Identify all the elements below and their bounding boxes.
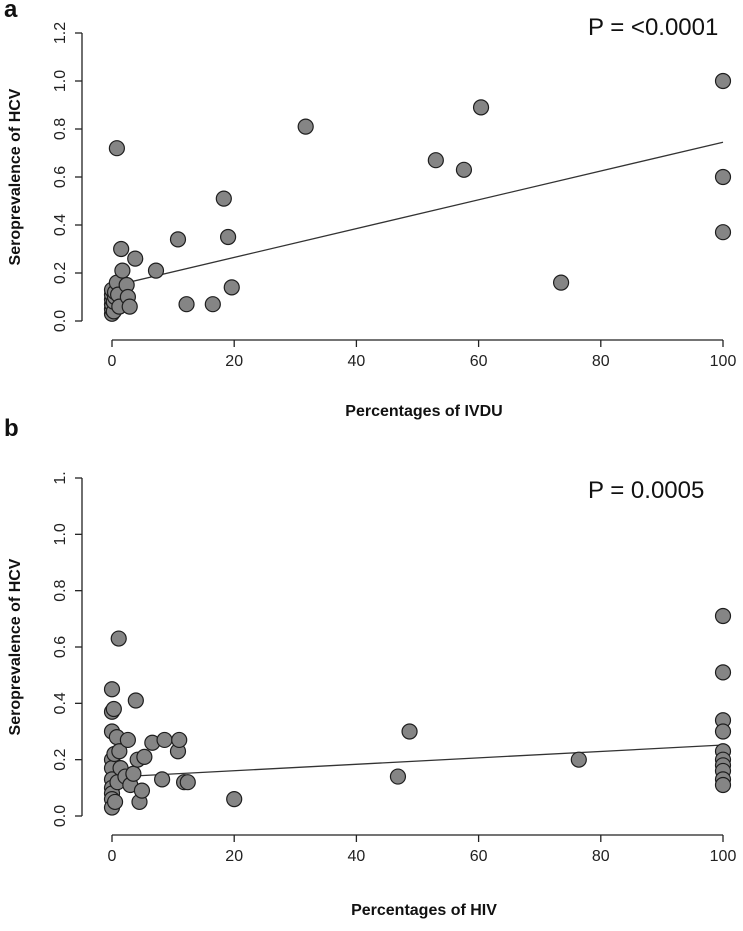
y-tick-label: 0.6 [52, 166, 69, 188]
x-axis-title: Percentages of IVDU [345, 403, 502, 420]
data-point [714, 168, 732, 186]
data-point [297, 118, 314, 135]
data-point [114, 262, 131, 279]
data-point [121, 298, 138, 315]
y-tick-label: 0.0 [52, 805, 69, 827]
data-point [714, 72, 732, 90]
panel-a: a P = <0.0001 0 20 40 60 80 100 0.0 0.2 0.4 0.6 0.… [0, 0, 743, 450]
data-point [169, 231, 187, 248]
data-point [219, 228, 237, 246]
data-point [714, 224, 732, 241]
y-tick-label: 1.0 [52, 523, 69, 545]
y-tick-label: 0.2 [52, 262, 69, 284]
x-tick-label: 40 [348, 848, 366, 865]
y-axis-title: Seroprevalence of HCV [7, 558, 24, 735]
data-point [215, 190, 232, 207]
data-point [133, 782, 151, 799]
x-tick-label: 80 [592, 848, 610, 865]
data-point [147, 262, 165, 279]
x-tick-label: 0 [108, 848, 117, 865]
data-point [204, 296, 221, 313]
panel-label-b: b [4, 415, 19, 442]
x-tick-label: 100 [710, 353, 737, 370]
data-point [570, 751, 587, 768]
data-point [113, 240, 130, 258]
data-point [103, 681, 121, 698]
y-tick-label: 0.8 [52, 579, 69, 601]
data-point [125, 765, 142, 782]
data-point [171, 731, 188, 749]
data-point [154, 771, 171, 788]
data-point [136, 748, 153, 765]
x-tick-label: 0 [108, 353, 117, 370]
data-point [427, 152, 444, 169]
x-tick-label: 40 [348, 353, 366, 370]
data-point [111, 743, 128, 760]
data-point [127, 250, 144, 267]
panel-label-a: a [4, 0, 18, 23]
y-tick-label: 1. [52, 471, 69, 484]
x-tick-label: 60 [470, 353, 488, 370]
x-tick-label: 80 [592, 353, 610, 370]
data-point [472, 99, 490, 116]
data-point [179, 774, 196, 791]
regression-line [111, 744, 724, 778]
x-axis-title: Percentages of HIV [351, 902, 497, 919]
y-tick-label: 0.8 [52, 118, 69, 140]
data-point [119, 731, 136, 749]
y-tick-label: 0.0 [52, 310, 69, 332]
x-tick-label: 20 [225, 353, 243, 370]
y-tick-label: 0.4 [52, 692, 69, 714]
x-tick-label: 60 [470, 848, 488, 865]
y-axis-title: Seroprevalence of HCV [7, 88, 24, 265]
data-point [108, 140, 125, 157]
data-point [455, 161, 473, 178]
scatter-plot-a: 0 20 40 60 80 100 0.0 0.2 0.4 0.6 0.8 1.0 1.2 Percent… [7, 22, 737, 420]
data-point [714, 723, 732, 740]
data-point [552, 274, 570, 291]
data-point [105, 700, 122, 718]
x-tick-label: 20 [225, 848, 243, 865]
data-point [714, 664, 732, 681]
y-tick-label: 0.4 [52, 214, 69, 236]
x-tick-label: 100 [710, 848, 737, 865]
p-value-a: P = <0.0001 [588, 14, 719, 41]
y-tick-label: 1.0 [52, 70, 69, 92]
y-tick-label: 1.2 [52, 22, 69, 44]
data-point [127, 692, 144, 709]
data-point [106, 793, 124, 811]
data-point [389, 768, 407, 785]
data-point [714, 776, 732, 794]
data-point [226, 791, 243, 808]
y-tick-label: 0.6 [52, 636, 69, 658]
scatter-plot-b: 0 20 40 60 80 100 0.0 0.2 0.4 0.6 0.8 1.0 1. Percenta… [7, 471, 737, 919]
data-point [401, 723, 418, 740]
data-point [178, 296, 195, 313]
p-value-b: P = 0.0005 [588, 477, 705, 504]
y-tick-label: 0.2 [52, 748, 69, 770]
data-point [110, 630, 127, 647]
data-point [714, 607, 732, 625]
panel-b: b P = 0.0005 0 20 40 60 80 100 0.0 0.2 0.4 0.6 0.8… [0, 415, 743, 931]
data-point [223, 279, 240, 296]
data-point [156, 731, 173, 749]
regression-line [111, 141, 724, 287]
